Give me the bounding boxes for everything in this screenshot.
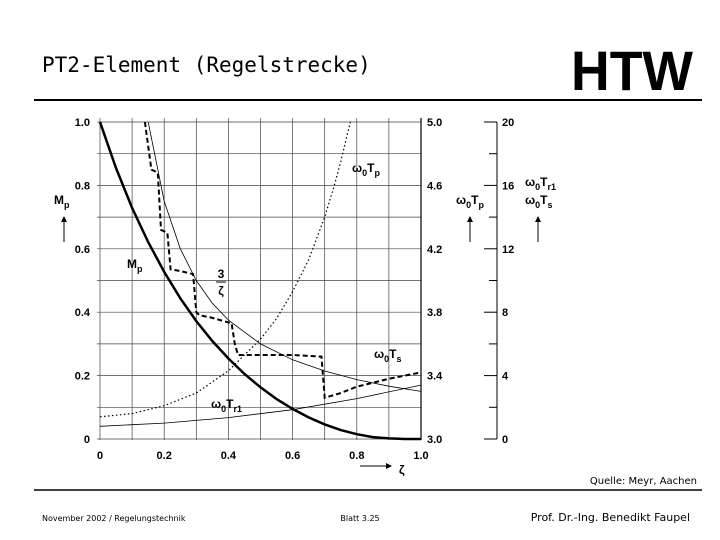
label-part: ω: [525, 193, 535, 207]
label-part: 0: [535, 182, 540, 192]
label-part: T: [389, 347, 397, 361]
y-tick-label: 0.8: [75, 180, 90, 192]
x-tick-label: 1.0: [413, 450, 428, 462]
x-tick-label: 0.8: [349, 450, 364, 462]
label-part: r1: [548, 182, 557, 192]
label-part: M: [127, 257, 137, 271]
arrow-head: [386, 463, 392, 469]
x-tick-label: 0: [97, 450, 103, 462]
label-part: ω: [525, 175, 535, 189]
label-part: s: [548, 200, 553, 210]
series-label: Mp: [127, 257, 143, 274]
series-label-denominator: ζ: [218, 284, 224, 298]
label-part: 0: [535, 200, 540, 210]
label-part: p: [137, 264, 143, 274]
label-part: p: [375, 168, 381, 178]
series-line: [143, 121, 422, 400]
y2-tick-label: 3.4: [427, 371, 443, 383]
series-label-numerator: 3: [218, 267, 225, 281]
y3-tick-label: 4: [502, 371, 509, 383]
y2-tick-label: 4.6: [427, 180, 442, 192]
label-part: 0: [466, 200, 471, 210]
y-tick-label: 0.6: [75, 244, 90, 256]
label-part: s: [397, 354, 402, 364]
label-part: 0: [362, 168, 367, 178]
y-tick-label: 0.4: [75, 307, 91, 319]
y3-tick-label: 8: [502, 307, 508, 319]
series-line: [99, 121, 351, 418]
y3-axis-title: ω0Ts: [525, 193, 553, 210]
arrow-head: [535, 216, 541, 222]
label-part: T: [226, 397, 234, 411]
y3-tick-label: 0: [502, 434, 508, 446]
y2-tick-label: 4.2: [427, 244, 442, 256]
x-tick-label: 0.6: [285, 450, 300, 462]
logo: HTW: [571, 39, 693, 102]
y2-tick-label: 3.8: [427, 307, 442, 319]
y-tick-label: 0: [84, 434, 90, 446]
arrow-head: [467, 216, 473, 222]
y3-tick-label: 16: [502, 180, 514, 192]
chart: 0 0.2 0.4 0.6 0.8 1.0 0 0.2 0.4 0.6 0.8 1.0 3.0 3.4 3.…: [54, 117, 556, 477]
slide-title: PT2-Element (Regelstrecke): [42, 53, 371, 77]
label-part: T: [471, 193, 479, 207]
arrow-head: [61, 216, 67, 222]
label-part: ω: [211, 397, 221, 411]
series-label: ω0Tr1: [211, 397, 242, 414]
label-part: r1: [234, 404, 243, 414]
y2-axis-title: ω0Tp: [456, 193, 485, 210]
x-axis-title: ζ: [399, 463, 405, 477]
label-part: p: [479, 200, 485, 210]
label-part: p: [64, 200, 70, 210]
series-line: [99, 384, 422, 427]
label-part: ω: [374, 347, 384, 361]
y-axis-title: Mp: [54, 193, 70, 210]
label-part: ω: [456, 193, 466, 207]
label-part: 0: [384, 354, 389, 364]
label-part: 0: [221, 404, 226, 414]
y3-tick-label: 12: [502, 244, 514, 256]
label-part: T: [540, 193, 548, 207]
source-note: Quelle: Meyr, Aachen: [590, 476, 697, 487]
y-tick-label: 1.0: [75, 117, 90, 129]
y2-tick-label: 5.0: [427, 117, 442, 129]
series-line: [147, 121, 422, 392]
y-tick-label: 0.2: [75, 371, 90, 383]
label-part: T: [540, 175, 548, 189]
x-tick-label: 0.4: [221, 450, 237, 462]
footer-right: Prof. Dr.-Ing. Benedikt Faupel: [531, 511, 690, 524]
y3-axis-title: ω0Tr1: [525, 175, 556, 192]
label-part: ω: [352, 161, 362, 175]
y3-tick-label: 20: [502, 117, 514, 129]
series-label: ω0Tp: [352, 161, 381, 178]
series-label: ω0Ts: [374, 347, 402, 364]
label-part: M: [54, 193, 64, 207]
label-part: ζ: [399, 463, 405, 477]
x-tick-label: 0.2: [157, 450, 172, 462]
footer-center: Blatt 3.25: [340, 514, 379, 523]
y2-tick-label: 3.0: [427, 434, 442, 446]
label-part: T: [367, 161, 375, 175]
footer-left: November 2002 / Regelungstechnik: [42, 514, 186, 523]
series-line: [98, 121, 421, 441]
